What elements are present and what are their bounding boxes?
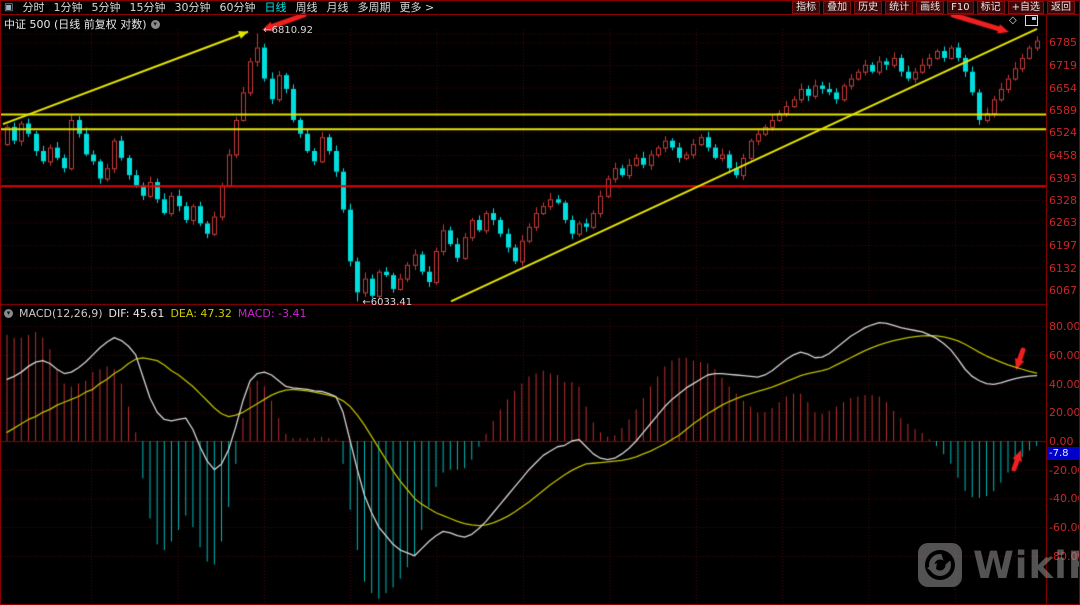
tool-button-指标[interactable]: 指标 [792, 1, 821, 14]
price-tick-6393: 6393 [1049, 171, 1077, 185]
price-tick-6719: 6719 [1049, 59, 1077, 73]
period-tab-30分钟[interactable]: 30分钟 [174, 1, 211, 14]
collapse-panel-icon[interactable]: ▾ [150, 19, 160, 29]
period-tab-5分钟[interactable]: 5分钟 [91, 1, 121, 14]
wikifx-watermark-text: WikiFX [973, 543, 1079, 587]
window-layout-icon[interactable]: ▣ [4, 2, 14, 13]
period-tab-月线[interactable]: 月线 [326, 1, 349, 14]
tool-button-统计[interactable]: 统计 [885, 1, 914, 14]
chart-title: 中证 500 (日线 前复权 对数) [4, 18, 147, 31]
price-tick-6589: 6589 [1049, 103, 1077, 117]
macd-tick-80.00: 80.00 [1049, 320, 1080, 334]
period-tab-15分钟[interactable]: 15分钟 [129, 1, 166, 14]
macd-indicator-header: ▾ MACD(12,26,9) DIF: 45.61 DEA: 47.32 MA… [4, 307, 307, 320]
macd-tick-60.00: 60.00 [1049, 348, 1080, 362]
low-price-annotation: ←6033.41 [362, 296, 413, 308]
macd-collapse-icon[interactable]: ▾ [4, 309, 13, 318]
macd-dea-value: DEA: 47.32 [170, 307, 232, 320]
price-tick-6328: 6328 [1049, 193, 1077, 207]
tool-button-标记[interactable]: 标记 [976, 1, 1005, 14]
macd-tick--80.00: -80.00 [1049, 549, 1079, 563]
period-tab-60分钟[interactable]: 60分钟 [219, 1, 256, 14]
wikifx-watermark: WikiFX [917, 542, 1079, 588]
tool-button-叠加[interactable]: 叠加 [823, 1, 852, 14]
period-tab-日线[interactable]: 日线 [264, 1, 287, 14]
period-tab-1分钟[interactable]: 1分钟 [53, 1, 83, 14]
period-tab-分时[interactable]: 分时 [22, 1, 45, 14]
period-tab-多周期[interactable]: 多周期 [357, 1, 391, 14]
macd-dif-value: DIF: 45.61 [108, 307, 165, 320]
wikifx-eagle-logo [918, 543, 962, 587]
price-tick-6654: 6654 [1049, 81, 1077, 95]
period-tab-周线[interactable]: 周线 [295, 1, 318, 14]
macd-last-value-badge: -7.8 [1047, 447, 1079, 460]
period-tab-更多 >[interactable]: 更多 > [399, 1, 435, 14]
price-tick-6197: 6197 [1049, 239, 1077, 253]
restore-window-icon[interactable] [1024, 15, 1038, 26]
macd-tick--60.00: -60.00 [1049, 521, 1079, 535]
price-tick-6263: 6263 [1049, 216, 1077, 230]
macd-tick-20.00: 20.00 [1049, 406, 1080, 420]
price-tick-6458: 6458 [1049, 149, 1077, 163]
tool-button-+自选[interactable]: +自选 [1007, 1, 1044, 14]
macd-tick--20.00: -20.00 [1049, 463, 1079, 477]
macd-params-label: MACD(12,26,9) [19, 307, 103, 320]
period-tabs: ▣ 分时 1分钟 5分钟 15分钟 30分钟 60分钟 日线 周线 月线 多周期 更多 > [1, 1, 434, 14]
price-tick-6132: 6132 [1049, 261, 1077, 275]
macd-hist-value: MACD: -3.41 [237, 307, 307, 320]
tool-buttons: 指标 叠加 历史 统计 画线 F10 标记 +自选 返回 [792, 1, 1079, 14]
price-tick-6067: 6067 [1049, 283, 1077, 297]
high-price-annotation: ←6810.92 [263, 25, 313, 37]
macd-tick-40.00: 40.00 [1049, 377, 1080, 391]
tool-button-画线[interactable]: 画线 [916, 1, 945, 14]
period-toolbar: ▣ 分时 1分钟 5分钟 15分钟 30分钟 60分钟 日线 周线 月线 多周期 更多 > 指标 叠加… [1, 1, 1079, 15]
diamond-marker-icon[interactable]: ◇ [1009, 15, 1017, 26]
price-tick-6785: 6785 [1049, 36, 1077, 50]
tool-button-返回[interactable]: 返回 [1047, 1, 1075, 14]
tool-button-F10[interactable]: F10 [947, 1, 974, 14]
price-tick-6524: 6524 [1049, 126, 1077, 140]
macd-tick-0.00: 0.00 [1049, 435, 1074, 448]
tool-button-历史[interactable]: 历史 [854, 1, 883, 14]
chart-corner-icons: ◇ [1009, 15, 1038, 26]
macd-tick--40.00: -40.00 [1049, 492, 1079, 506]
chart-title-row: 中证 500 (日线 前复权 对数) ▾ [4, 16, 160, 32]
